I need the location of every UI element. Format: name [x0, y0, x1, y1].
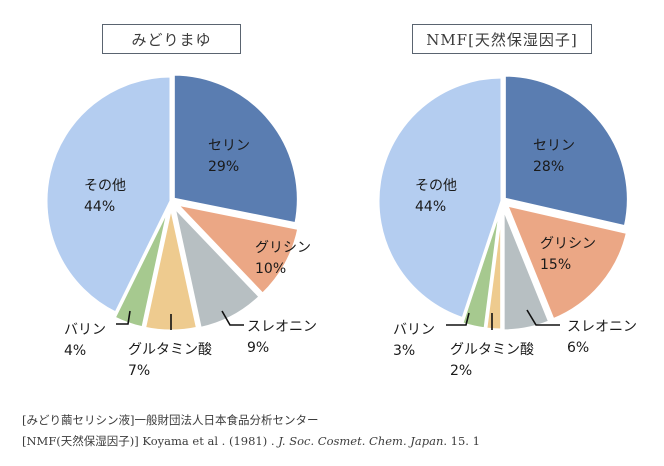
slice-label: グルタミン酸: [450, 342, 534, 358]
pie-chart-0: セリン 29% グリシン 10% スレオニン 9% グルタミン酸 7% バリン 4% その他 44%: [44, 72, 317, 379]
slice-label: バリン: [393, 322, 435, 338]
slice-label: その他: [84, 178, 126, 194]
source-volume: . 15. 1: [443, 434, 480, 448]
pie-slice: [502, 73, 630, 229]
slice-value-label: 44%: [84, 199, 115, 215]
slice-value-label: 2%: [450, 363, 472, 379]
slice-label: グリシン: [255, 240, 311, 256]
slice-label: その他: [415, 178, 457, 194]
chart-title-nmf: NMF[天然保湿因子]: [412, 24, 592, 54]
pie-slice: [504, 202, 630, 322]
slice-value-label: 7%: [128, 363, 150, 379]
pie-slice: [376, 75, 504, 321]
slice-value-label: 28%: [533, 159, 564, 175]
source-journal: J. Soc. Cosmet. Chem. Japan: [278, 434, 444, 448]
source-citation: [NMF(天然保湿因子)] Koyama et al . (1981) .: [22, 434, 279, 448]
slice-label: スレオニン: [247, 319, 317, 335]
slice-value-label: 29%: [208, 159, 239, 175]
source-note-midorimayu: [みどり繭セリシン液]一般財団法人日本食品分析センター: [22, 413, 319, 427]
slice-value-label: 44%: [415, 199, 446, 215]
slice-value-label: 10%: [255, 261, 286, 277]
pie-slice: [142, 205, 200, 333]
chart-title-midorimayu: みどりまゆ: [102, 24, 241, 54]
slice-label: セリン: [533, 138, 575, 154]
source-note-nmf: [NMF(天然保湿因子)] Koyama et al . (1981) . J.…: [22, 433, 480, 449]
slice-label: グルタミン酸: [128, 342, 212, 358]
slice-value-label: 6%: [567, 340, 589, 356]
slice-label: スレオニン: [567, 319, 637, 335]
leader-line: [116, 310, 131, 325]
slice-label: バリン: [64, 322, 106, 338]
slice-value-label: 3%: [393, 343, 415, 359]
pie-slice: [171, 201, 263, 331]
pie-slice: [44, 74, 173, 316]
slice-label: グリシン: [540, 236, 596, 252]
leader-line: [526, 309, 560, 326]
slice-value-label: 15%: [540, 257, 571, 273]
pie-slice: [171, 201, 301, 297]
leader-line: [221, 310, 244, 326]
leader-line: [446, 312, 470, 326]
slice-value-label: 9%: [247, 340, 269, 356]
slice-label: セリン: [208, 138, 250, 154]
pie-chart-1: セリン 28% グリシン 15% スレオニン 6% グルタミン酸 2% バリン 3% その他 44%: [376, 73, 637, 379]
pie-slice: [171, 72, 300, 226]
slice-value-label: 4%: [64, 343, 86, 359]
